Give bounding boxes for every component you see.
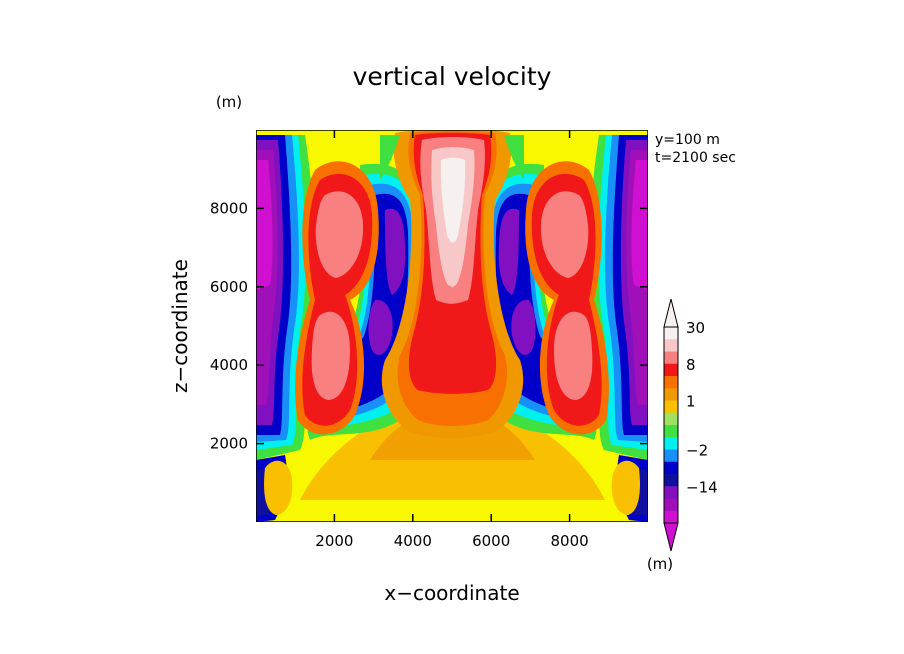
- colorbar-tick-label: 1: [686, 393, 696, 411]
- colorbar-swatch: [664, 363, 678, 377]
- chart-title: vertical velocity: [353, 62, 552, 91]
- x-tick-label: 8000: [551, 532, 589, 550]
- colorbar-swatch: [664, 437, 678, 450]
- colorbar-tick-label: 8: [686, 356, 696, 374]
- colorbar-swatch: [664, 376, 678, 389]
- field-lower-right-cell: [611, 460, 640, 515]
- colorbar-tick-label: −2: [686, 442, 708, 460]
- colorbar-bottom-arrow: [663, 522, 679, 552]
- colorbar-swatch: [664, 498, 678, 512]
- y-tick-label: 4000: [210, 356, 248, 374]
- y-axis-label: z−coordinate: [168, 259, 192, 393]
- field-top-green-left: [380, 135, 400, 180]
- colorbar-tick-label: −14: [686, 478, 718, 496]
- colorbar-swatch: [664, 486, 678, 499]
- colorbar-swatch: [664, 474, 678, 487]
- colorbar-swatch: [664, 400, 678, 414]
- y-unit-label: (m): [216, 93, 242, 111]
- colorbar-swatch: [664, 339, 678, 352]
- y-tick-label: 8000: [210, 199, 248, 217]
- x-tick-label: 2000: [315, 532, 353, 550]
- x-axis: 2000 4000 6000 8000: [315, 130, 589, 550]
- colorbar-top-arrow: [663, 298, 679, 328]
- colorbar-swatch: [664, 510, 678, 524]
- x-axis-label: x−coordinate: [384, 581, 519, 605]
- plot-area: [256, 130, 648, 522]
- y-tick-label: 2000: [210, 435, 248, 453]
- colorbar-swatch: [664, 449, 678, 463]
- colorbar-unit-label: (m): [647, 555, 673, 573]
- colorbar: 30 8 1 −2 −14: [663, 298, 718, 552]
- colorbar-swatch: [664, 327, 678, 340]
- colorbar-tick-label: 30: [686, 319, 705, 337]
- colorbar-swatch: [664, 425, 678, 438]
- field-left-updraft: [295, 161, 379, 435]
- field-central-updraft: [381, 130, 524, 438]
- annotation-y-position: y=100 m: [655, 132, 720, 148]
- x-tick-label: 6000: [472, 532, 510, 550]
- colorbar-swatch: [664, 461, 678, 475]
- x-tick-label: 4000: [394, 532, 432, 550]
- colorbar-swatch: [664, 388, 678, 401]
- field-right-updraft: [525, 161, 609, 435]
- field-lower-left-cell: [264, 460, 293, 515]
- colorbar-swatch: [664, 412, 678, 426]
- field-top-green-right: [504, 135, 524, 180]
- annotation-time: t=2100 sec: [655, 150, 736, 166]
- y-tick-label: 6000: [210, 278, 248, 296]
- colorbar-swatch: [664, 351, 678, 365]
- y-axis: 2000 4000 6000 8000: [210, 199, 648, 453]
